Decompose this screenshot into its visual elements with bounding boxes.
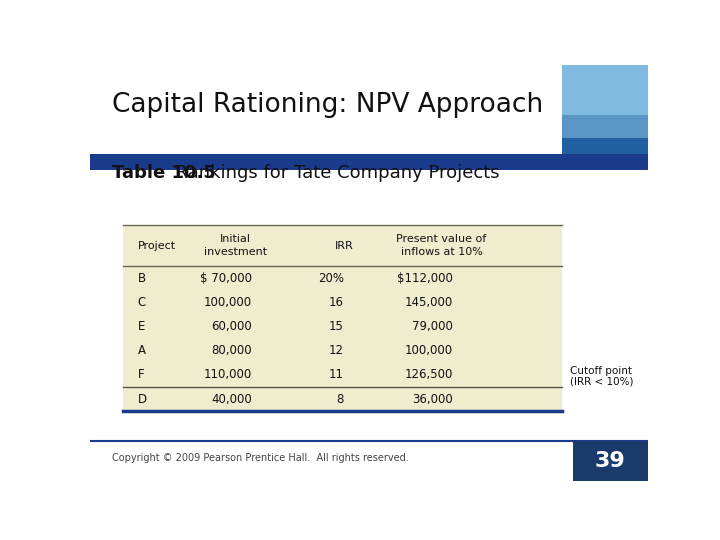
Text: A: A xyxy=(138,345,145,357)
Text: 126,500: 126,500 xyxy=(405,368,453,381)
Text: 39: 39 xyxy=(595,451,626,471)
Text: 16: 16 xyxy=(329,296,344,309)
Text: D: D xyxy=(138,393,147,406)
Text: $112,000: $112,000 xyxy=(397,272,453,285)
FancyBboxPatch shape xyxy=(572,441,648,481)
Text: 20%: 20% xyxy=(318,272,344,285)
FancyBboxPatch shape xyxy=(562,92,648,141)
Text: Cutoff point: Cutoff point xyxy=(570,366,632,376)
Text: E: E xyxy=(138,320,145,333)
Text: Project: Project xyxy=(138,241,176,251)
FancyBboxPatch shape xyxy=(90,65,648,154)
Text: 60,000: 60,000 xyxy=(211,320,252,333)
FancyBboxPatch shape xyxy=(90,154,648,170)
Text: 15: 15 xyxy=(329,320,344,333)
Text: Initial
investment: Initial investment xyxy=(204,234,266,257)
Text: $ 70,000: $ 70,000 xyxy=(200,272,252,285)
FancyBboxPatch shape xyxy=(562,138,648,154)
Text: B: B xyxy=(138,272,145,285)
Text: 36,000: 36,000 xyxy=(412,393,453,406)
Text: 79,000: 79,000 xyxy=(412,320,453,333)
Text: Copyright © 2009 Pearson Prentice Hall.  All rights reserved.: Copyright © 2009 Pearson Prentice Hall. … xyxy=(112,453,409,463)
FancyBboxPatch shape xyxy=(562,141,648,170)
Text: (IRR < 10%): (IRR < 10%) xyxy=(570,376,634,386)
Text: F: F xyxy=(138,368,144,381)
Text: 8: 8 xyxy=(336,393,344,406)
Text: 11: 11 xyxy=(329,368,344,381)
Text: Present value of
inflows at 10%: Present value of inflows at 10% xyxy=(397,234,487,257)
Text: 145,000: 145,000 xyxy=(405,296,453,309)
Text: IRR: IRR xyxy=(335,241,354,251)
Text: 100,000: 100,000 xyxy=(405,345,453,357)
Text: 80,000: 80,000 xyxy=(211,345,252,357)
FancyBboxPatch shape xyxy=(124,225,562,411)
Text: 110,000: 110,000 xyxy=(204,368,252,381)
Text: C: C xyxy=(138,296,145,309)
FancyBboxPatch shape xyxy=(562,65,648,154)
Text: 40,000: 40,000 xyxy=(211,393,252,406)
Text: Rankings for Tate Company Projects: Rankings for Tate Company Projects xyxy=(163,164,499,182)
FancyBboxPatch shape xyxy=(562,65,648,114)
Text: 12: 12 xyxy=(329,345,344,357)
FancyBboxPatch shape xyxy=(562,65,648,92)
Text: 100,000: 100,000 xyxy=(204,296,252,309)
Text: Table 10.5: Table 10.5 xyxy=(112,164,216,182)
Text: Capital Rationing: NPV Approach: Capital Rationing: NPV Approach xyxy=(112,92,544,118)
